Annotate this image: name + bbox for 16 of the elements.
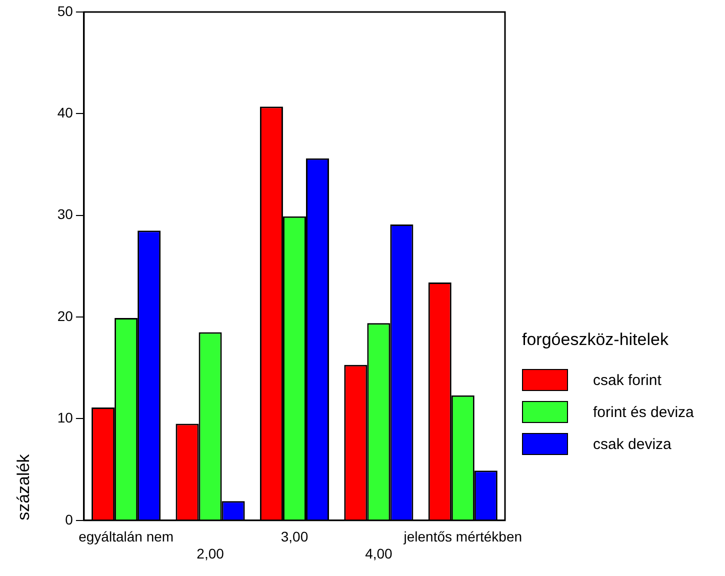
y-tick-label: 40: [57, 104, 74, 121]
x-tick-label: 3,00: [280, 528, 308, 545]
y-tick-label: 30: [57, 206, 74, 222]
x-tick-label: jelentős mértékben: [402, 528, 522, 545]
x-tick-label: 2,00: [196, 545, 224, 562]
legend-label: csak forint: [593, 372, 662, 388]
y-tick-label: 20: [57, 308, 74, 324]
x-tick-label: egyáltalán nem: [78, 528, 174, 545]
y-tick-label: 10: [57, 410, 74, 426]
legend-label: forint és deviza: [593, 404, 694, 420]
y-tick-label: 50: [57, 2, 74, 19]
legend-title: forgóeszköz-hitelek: [522, 330, 670, 350]
legend-label: csak deviza: [593, 436, 672, 452]
x-tick-label: 4,00: [365, 545, 393, 562]
y-tick-label: 0: [65, 511, 74, 528]
y-axis-title: százalék: [14, 454, 33, 520]
